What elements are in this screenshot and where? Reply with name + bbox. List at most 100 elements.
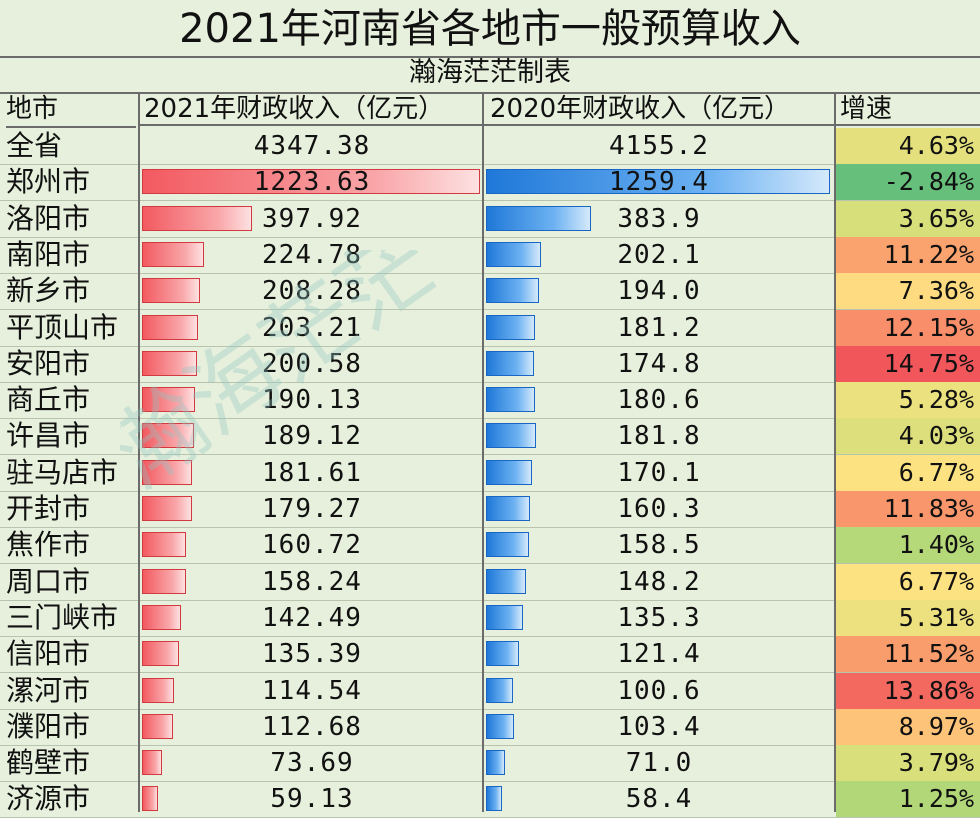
bar-2021 — [142, 387, 195, 413]
city-name: 驻马店市 — [6, 455, 119, 489]
value-2021: 1223.63 — [253, 167, 371, 198]
value-2020: 202.1 — [617, 239, 701, 270]
city-name: 全省 — [6, 129, 63, 162]
value-2020: 71.0 — [625, 748, 693, 779]
bar-2020 — [486, 350, 534, 376]
bar-2021 — [142, 423, 195, 449]
table-row: 开封市 179.27 160.3 11.83% — [0, 491, 980, 528]
bar-2020 — [486, 713, 515, 739]
bar-2021 — [142, 568, 186, 594]
value-2021: 189.12 — [262, 421, 362, 452]
column-divider — [138, 92, 140, 812]
table-row: 洛阳市 397.92 383.9 3.65% — [0, 200, 980, 238]
bar-2021 — [142, 496, 192, 521]
growth-rate: 14.75% — [836, 345, 980, 382]
value-2021: 181.61 — [262, 457, 362, 488]
table-title: 2021年河南省各地市一般预算收入 — [0, 0, 980, 58]
bar-2020 — [486, 278, 539, 304]
growth-rate: 3.65% — [836, 200, 980, 237]
column-divider — [482, 92, 484, 812]
growth-rate: 11.22% — [836, 236, 980, 273]
value-2020: 135.3 — [617, 602, 701, 633]
city-name: 三门峡市 — [6, 600, 119, 634]
header-city: 地市 — [6, 92, 136, 128]
table-row: 鹤壁市 73.69 71.0 3.79% — [0, 745, 980, 783]
bar-2020 — [486, 641, 520, 667]
value-2020: 58.4 — [625, 784, 693, 815]
value-2020: 174.8 — [617, 348, 701, 379]
bar-2021 — [142, 278, 200, 304]
growth-rate: 12.15% — [836, 309, 980, 346]
table-subtitle: 瀚海茫茫制表 — [0, 56, 980, 94]
bar-2020 — [486, 604, 523, 630]
value-2020: 170.1 — [617, 457, 701, 488]
table-row: 焦作市 160.72 158.5 1.40% — [0, 527, 980, 565]
bar-2020 — [486, 169, 830, 195]
growth-rate: 6.77% — [836, 563, 980, 600]
bar-2020 — [486, 387, 536, 413]
bar-2020 — [486, 205, 591, 231]
growth-rate: 13.86% — [836, 672, 980, 709]
growth-rate: 11.52% — [836, 636, 980, 673]
value-2021: 224.78 — [262, 239, 362, 270]
table-row: 驻马店市 181.61 170.1 6.77% — [0, 454, 980, 492]
table-row: 新乡市 208.28 194.0 7.36% — [0, 273, 980, 311]
bar-2021 — [142, 459, 193, 485]
bar-2021 — [142, 713, 174, 739]
bar-2021 — [142, 641, 180, 667]
city-name: 开封市 — [6, 492, 91, 525]
bar-2020 — [486, 241, 542, 267]
bar-2021 — [142, 241, 205, 267]
bar-2021 — [142, 786, 159, 812]
growth-rate: 3.79% — [836, 745, 980, 782]
bar-2020 — [486, 786, 502, 812]
value-2020: 383.9 — [617, 203, 701, 234]
bar-2021 — [142, 750, 163, 776]
value-2021: 160.72 — [262, 530, 362, 561]
value-2020: 4155.2 — [609, 131, 709, 161]
growth-rate: 6.77% — [836, 454, 980, 491]
city-name: 许昌市 — [6, 419, 91, 453]
bar-2020 — [486, 459, 533, 485]
value-2020: 158.5 — [617, 530, 701, 561]
table-row: 信阳市 135.39 121.4 11.52% — [0, 636, 980, 674]
bar-2021 — [142, 604, 182, 630]
growth-rate: 1.25% — [836, 781, 980, 818]
value-2020: 103.4 — [617, 711, 701, 742]
table-row: 三门峡市 142.49 135.3 5.31% — [0, 599, 980, 637]
table-row: 濮阳市 112.68 103.4 8.97% — [0, 708, 980, 746]
value-2020: 160.3 — [617, 494, 701, 524]
value-2020: 181.2 — [617, 312, 701, 343]
header-2021: 2021年财政收入（亿元） — [140, 92, 484, 126]
bar-2020 — [486, 423, 536, 449]
value-2021: 190.13 — [262, 385, 362, 416]
table-row: 郑州市 1223.63 1259.4 -2.84% — [0, 164, 980, 202]
value-2021: 114.54 — [262, 675, 362, 706]
table-row: 许昌市 189.12 181.8 4.03% — [0, 418, 980, 456]
city-name: 周口市 — [6, 564, 91, 598]
bar-2021 — [142, 350, 198, 376]
value-2021: 4347.38 — [253, 131, 371, 161]
bar-2021 — [142, 314, 199, 340]
city-name: 漯河市 — [6, 673, 91, 707]
city-name: 商丘市 — [6, 383, 91, 417]
bar-2020 — [486, 496, 530, 521]
growth-rate: 1.40% — [836, 527, 980, 564]
value-2020: 148.2 — [617, 566, 701, 597]
value-2020: 180.6 — [617, 385, 701, 416]
city-name: 安阳市 — [6, 346, 91, 380]
city-name: 濮阳市 — [6, 709, 91, 743]
table-row: 济源市 59.13 58.4 1.25% — [0, 781, 980, 818]
bar-2021 — [142, 205, 252, 231]
header-growth: 增速 — [834, 92, 980, 126]
bar-2020 — [486, 677, 514, 703]
city-name: 焦作市 — [6, 528, 91, 562]
growth-rate: 5.31% — [836, 599, 980, 636]
bar-2021 — [142, 532, 187, 558]
value-2020: 181.8 — [617, 421, 701, 452]
value-2021: 73.69 — [270, 748, 354, 779]
bar-2020 — [486, 532, 530, 558]
value-2020: 121.4 — [617, 639, 701, 670]
table-row: 平顶山市 203.21 181.2 12.15% — [0, 309, 980, 347]
table-row: 周口市 158.24 148.2 6.77% — [0, 563, 980, 601]
